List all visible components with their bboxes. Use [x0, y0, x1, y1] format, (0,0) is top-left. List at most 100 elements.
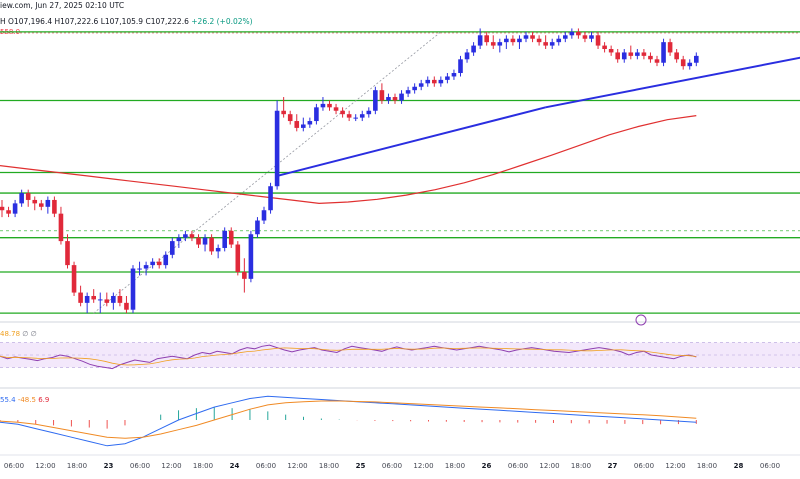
candle-body — [281, 110, 286, 115]
candle-body — [530, 35, 535, 39]
rsi-value: 48.78 — [0, 330, 21, 338]
candle-body — [52, 199, 57, 214]
candle-body — [117, 295, 123, 303]
x-tick-label: 18:00 — [445, 462, 465, 470]
candle-body — [235, 244, 241, 272]
candle-body — [242, 271, 247, 279]
candle-body — [602, 45, 607, 50]
candle-body — [163, 254, 169, 266]
ohlc-close: C107,222.6 — [145, 17, 189, 26]
candle-body — [536, 38, 542, 43]
x-tick-label: 06:00 — [760, 462, 780, 470]
candle-body — [471, 45, 476, 53]
x-tick-label: 18:00 — [193, 462, 213, 470]
x-tick-label: 06:00 — [130, 462, 150, 470]
x-tick-label: 12:00 — [161, 462, 181, 470]
candle-body — [392, 97, 398, 101]
trendline — [545, 56, 800, 109]
candle-body — [268, 186, 273, 211]
candle-body — [189, 234, 195, 238]
x-tick-label: 26 — [482, 462, 492, 470]
x-tick-label: 06:00 — [508, 462, 528, 470]
x-tick-label: 18:00 — [697, 462, 717, 470]
moving-average-line — [0, 115, 697, 205]
candle-body — [228, 230, 234, 245]
candle-body — [635, 52, 640, 56]
candle-body — [399, 93, 404, 101]
ohlc-low: L107,105.9 — [100, 17, 144, 26]
x-tick-label: 06:00 — [634, 462, 654, 470]
fib-guide-line — [93, 31, 442, 314]
chart-header: iew.com, Jun 27, 2025 02:10 UTC — [0, 1, 124, 10]
candle-body — [39, 203, 44, 207]
x-tick-label: 28 — [734, 462, 744, 470]
candle-body — [589, 35, 594, 39]
candle-body — [202, 237, 208, 245]
candle-body — [405, 90, 411, 94]
candle-body — [621, 52, 627, 60]
candle-body — [490, 42, 496, 46]
candle-body — [373, 90, 378, 111]
candle-body — [353, 117, 358, 119]
candle-body — [104, 299, 110, 303]
macd-v3: 6.9 — [38, 396, 50, 404]
candle-body — [12, 203, 18, 214]
candle-body — [451, 73, 457, 77]
candle-body — [628, 52, 634, 56]
candle-body — [327, 103, 332, 108]
candle-body — [661, 42, 666, 63]
candle-body — [615, 52, 620, 60]
candle-body — [287, 114, 293, 122]
chart-source-title: iew.com, Jun 27, 2025 02:10 UTC — [0, 1, 125, 10]
candle-body — [294, 121, 300, 128]
candle-body — [215, 247, 221, 252]
rsi-extra: ∅ ∅ — [22, 330, 37, 338]
x-tick-label: 18:00 — [571, 462, 591, 470]
candle-body — [143, 265, 149, 269]
x-tick-label: 27 — [608, 462, 618, 470]
x-tick-label: 12:00 — [665, 462, 685, 470]
candle-body — [84, 295, 90, 303]
ohlc-high: H107,222.6 — [54, 17, 99, 26]
candle-body — [176, 237, 182, 242]
candle-body — [432, 79, 437, 84]
candle-body — [71, 265, 77, 293]
candle-body — [307, 121, 313, 125]
ohlc-readout: H O107,196.4 H107,222.6 L107,105.9 C107,… — [0, 17, 253, 26]
candle-body — [569, 31, 575, 36]
candle-body — [333, 107, 339, 111]
candle-body — [680, 59, 686, 67]
candle-body — [694, 55, 699, 63]
candle-body — [674, 52, 679, 60]
candle-body — [209, 237, 214, 252]
rsi-legend: 48.78 ∅ ∅ — [0, 330, 37, 338]
candle-body — [366, 110, 372, 115]
candle-body — [6, 210, 11, 214]
candle-body — [386, 97, 391, 101]
candle-body — [458, 59, 463, 74]
candle-body — [464, 52, 470, 60]
candle-body — [261, 210, 267, 221]
candle-body — [418, 83, 424, 87]
candle-body — [556, 38, 562, 43]
candle-body — [687, 62, 693, 67]
x-tick-label: 18:00 — [67, 462, 87, 470]
candle-body — [445, 76, 450, 80]
candle-body — [32, 199, 38, 204]
candle-body — [412, 86, 417, 91]
candle-body — [196, 237, 201, 245]
candle-body — [477, 35, 483, 46]
candle-body — [183, 234, 188, 238]
candle-body — [137, 268, 142, 270]
candle-body — [654, 59, 660, 63]
candle-body — [156, 261, 162, 266]
watermark-logo — [635, 314, 647, 326]
x-tick-label: 12:00 — [35, 462, 55, 470]
ohlc-open: O107,196.4 — [8, 17, 53, 26]
x-tick-label: 25 — [356, 462, 366, 470]
candle-body — [248, 234, 254, 279]
candle-body — [576, 31, 581, 36]
x-tick-label: 18:00 — [319, 462, 339, 470]
candle-body — [320, 103, 326, 108]
